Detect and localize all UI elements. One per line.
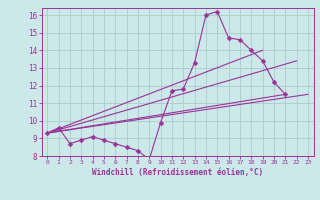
X-axis label: Windchill (Refroidissement éolien,°C): Windchill (Refroidissement éolien,°C) xyxy=(92,168,263,177)
